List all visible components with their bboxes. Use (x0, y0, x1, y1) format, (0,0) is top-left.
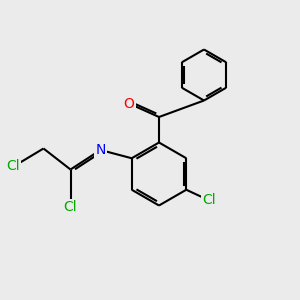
Text: O: O (124, 97, 134, 110)
Text: Cl: Cl (64, 200, 77, 214)
Text: N: N (95, 143, 106, 157)
Text: Cl: Cl (202, 193, 216, 207)
Text: Cl: Cl (7, 160, 20, 173)
